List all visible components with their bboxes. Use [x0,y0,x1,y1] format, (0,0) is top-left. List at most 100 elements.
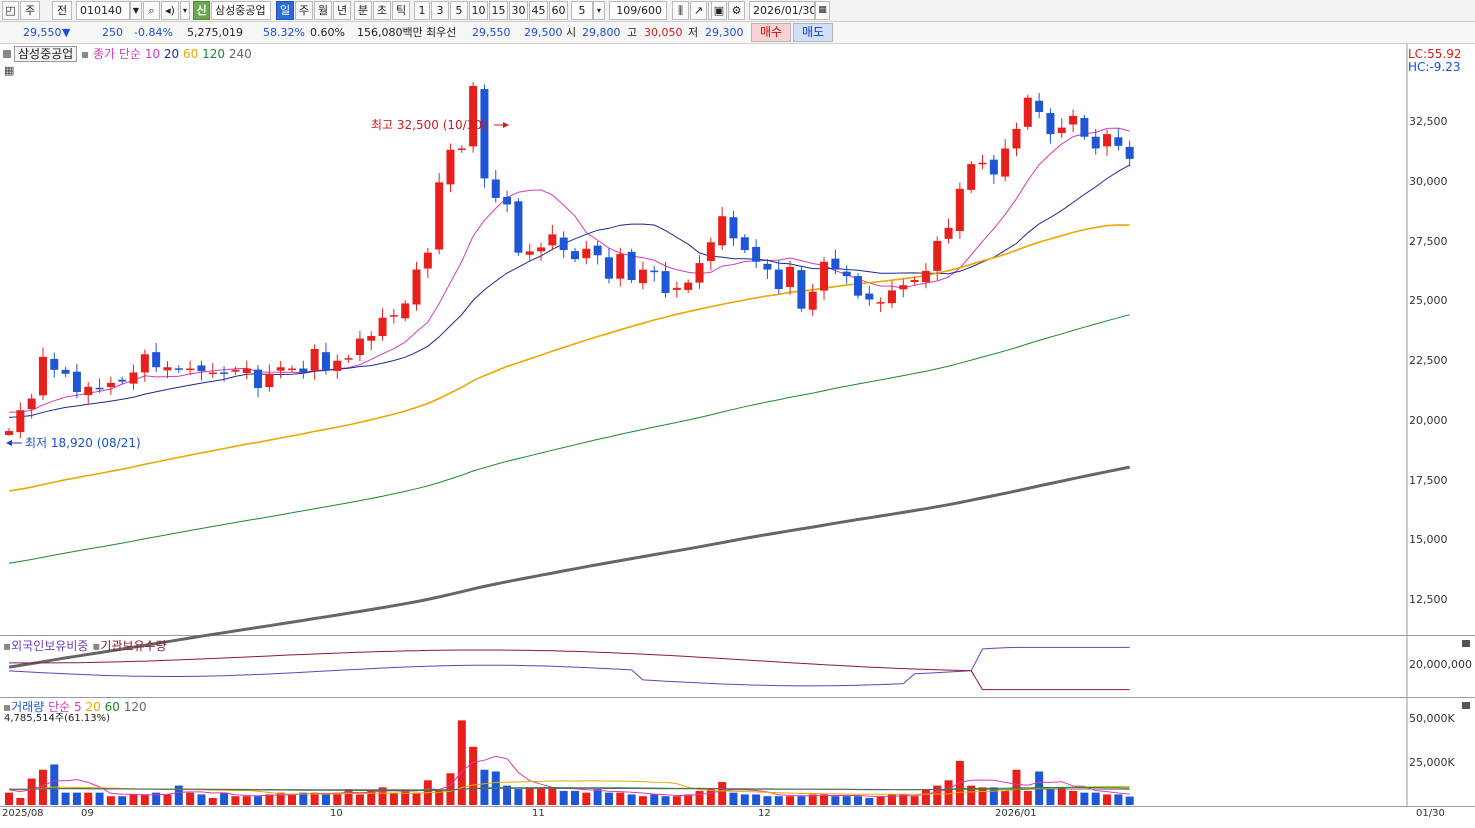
volume-bar [718,782,727,805]
candle [435,172,444,255]
interval-15[interactable]: 15 [489,1,508,20]
candle-body [571,251,579,260]
save-icon[interactable]: ▣ [711,1,727,20]
stock-code-input[interactable]: 010140 [76,1,130,20]
volume-bar [50,764,59,805]
volume-bar [661,796,670,805]
interval-dropdown-icon[interactable]: ▾ [593,1,605,20]
candle-body [684,282,693,290]
chevron-down-icon[interactable]: ▾ [180,1,190,20]
candle [752,239,761,269]
draw-tool-icon[interactable]: ↗ [690,1,707,20]
volume-bar [140,794,149,805]
candle-body [186,368,195,371]
candle-body [1069,115,1078,125]
candle-body [106,382,115,388]
candle-body [876,302,885,304]
sell-button[interactable]: 매도 [793,23,833,42]
interval-1[interactable]: 1 [414,1,430,20]
candle [967,160,976,193]
data-count[interactable]: 109/600 [609,1,667,20]
candle [763,259,772,279]
tab-minute[interactable]: 분 [354,1,372,20]
volume-bar [650,794,659,805]
period-select[interactable]: 전 [52,1,72,20]
interval-3[interactable]: 3 [431,1,449,20]
speaker-icon[interactable]: ◂) [161,1,179,20]
candle [16,402,25,439]
candle-body [740,237,749,251]
candle-body [1103,134,1112,147]
volume-bar [559,790,568,805]
candle [854,272,862,299]
volume-bar [571,790,579,805]
tab-year[interactable]: 년 [333,1,351,20]
window-menu-icon[interactable]: ◰ [2,1,19,20]
tab-second[interactable]: 초 [373,1,391,20]
volume-bar [299,792,308,805]
tab-tick[interactable]: 틱 [392,1,410,20]
code-dropdown-icon[interactable]: ▼ [130,1,142,20]
candle-body [899,285,908,290]
volume-bar [763,796,772,805]
candle [729,210,738,247]
candle [831,249,840,275]
interval-60[interactable]: 60 [549,1,568,20]
trade-amount: 156,080백만 [357,26,423,39]
candle [423,247,432,278]
candle-body [344,358,353,360]
volume-bar [469,746,478,805]
candle [616,247,625,287]
candle-body [310,349,319,371]
interval-5[interactable]: 5 [450,1,468,20]
candle-body [842,271,851,277]
volume-bar [638,796,647,805]
volume-bar [231,796,240,805]
candle [571,247,579,263]
change-percent: -0.84% [134,26,173,39]
candle [740,234,749,254]
candle [378,308,387,341]
chart-toolbar: ◰ 주 전 010140 ▼ ⌕ ◂) ▾ 신 삼성중공업 일 주 월 년 분 … [0,0,1475,22]
volume-bar [38,769,47,805]
tab-month[interactable]: 월 [314,1,332,20]
gear-icon[interactable]: ⚙ [728,1,745,20]
panel-menu-icon[interactable] [3,50,11,58]
interval-input[interactable]: 5 [571,1,593,20]
market-toggle[interactable]: 주 [20,1,40,20]
candle-body [910,279,919,283]
volume-ma-label: 단순 [48,700,71,714]
calendar-icon[interactable]: ▦ [815,1,830,20]
y-tick: 30,000 [1409,175,1448,188]
volume: 5,275,019 [187,26,243,39]
stock-name-field[interactable]: 삼성중공업 [211,1,271,20]
candle [446,143,455,193]
interval-30[interactable]: 30 [509,1,528,20]
candle-settings-icon[interactable]: ⫼ [672,1,689,20]
candle-body [525,251,534,255]
candle-body [616,253,625,279]
search-icon[interactable]: ⌕ [143,1,160,20]
stock-chart-canvas[interactable] [0,44,1475,828]
tab-week[interactable]: 주 [295,1,313,20]
tab-day[interactable]: 일 [276,1,294,20]
date-input[interactable]: 2026/01/30 [749,1,815,20]
buy-button[interactable]: 매수 [751,23,791,42]
volume-panel-close-icon[interactable] [1462,702,1470,709]
grid-toggle-icon[interactable]: ▦ [4,64,15,77]
candle [401,300,410,322]
candle [876,297,885,313]
x-tick: 09 [81,808,94,819]
y-tick: 20,000 [1409,414,1448,427]
candle-body [231,369,240,372]
candle-body [389,315,398,317]
candle [333,354,342,379]
volume-bar [910,796,919,805]
interval-10[interactable]: 10 [469,1,488,20]
holding-panel-close-icon[interactable] [1462,640,1470,647]
stock-name-tag[interactable]: 삼성중공업 [14,46,78,62]
low-annotation: 최저 18,920 (08/21) [25,436,141,450]
candle [604,247,613,284]
candle [480,84,489,188]
interval-45[interactable]: 45 [529,1,548,20]
